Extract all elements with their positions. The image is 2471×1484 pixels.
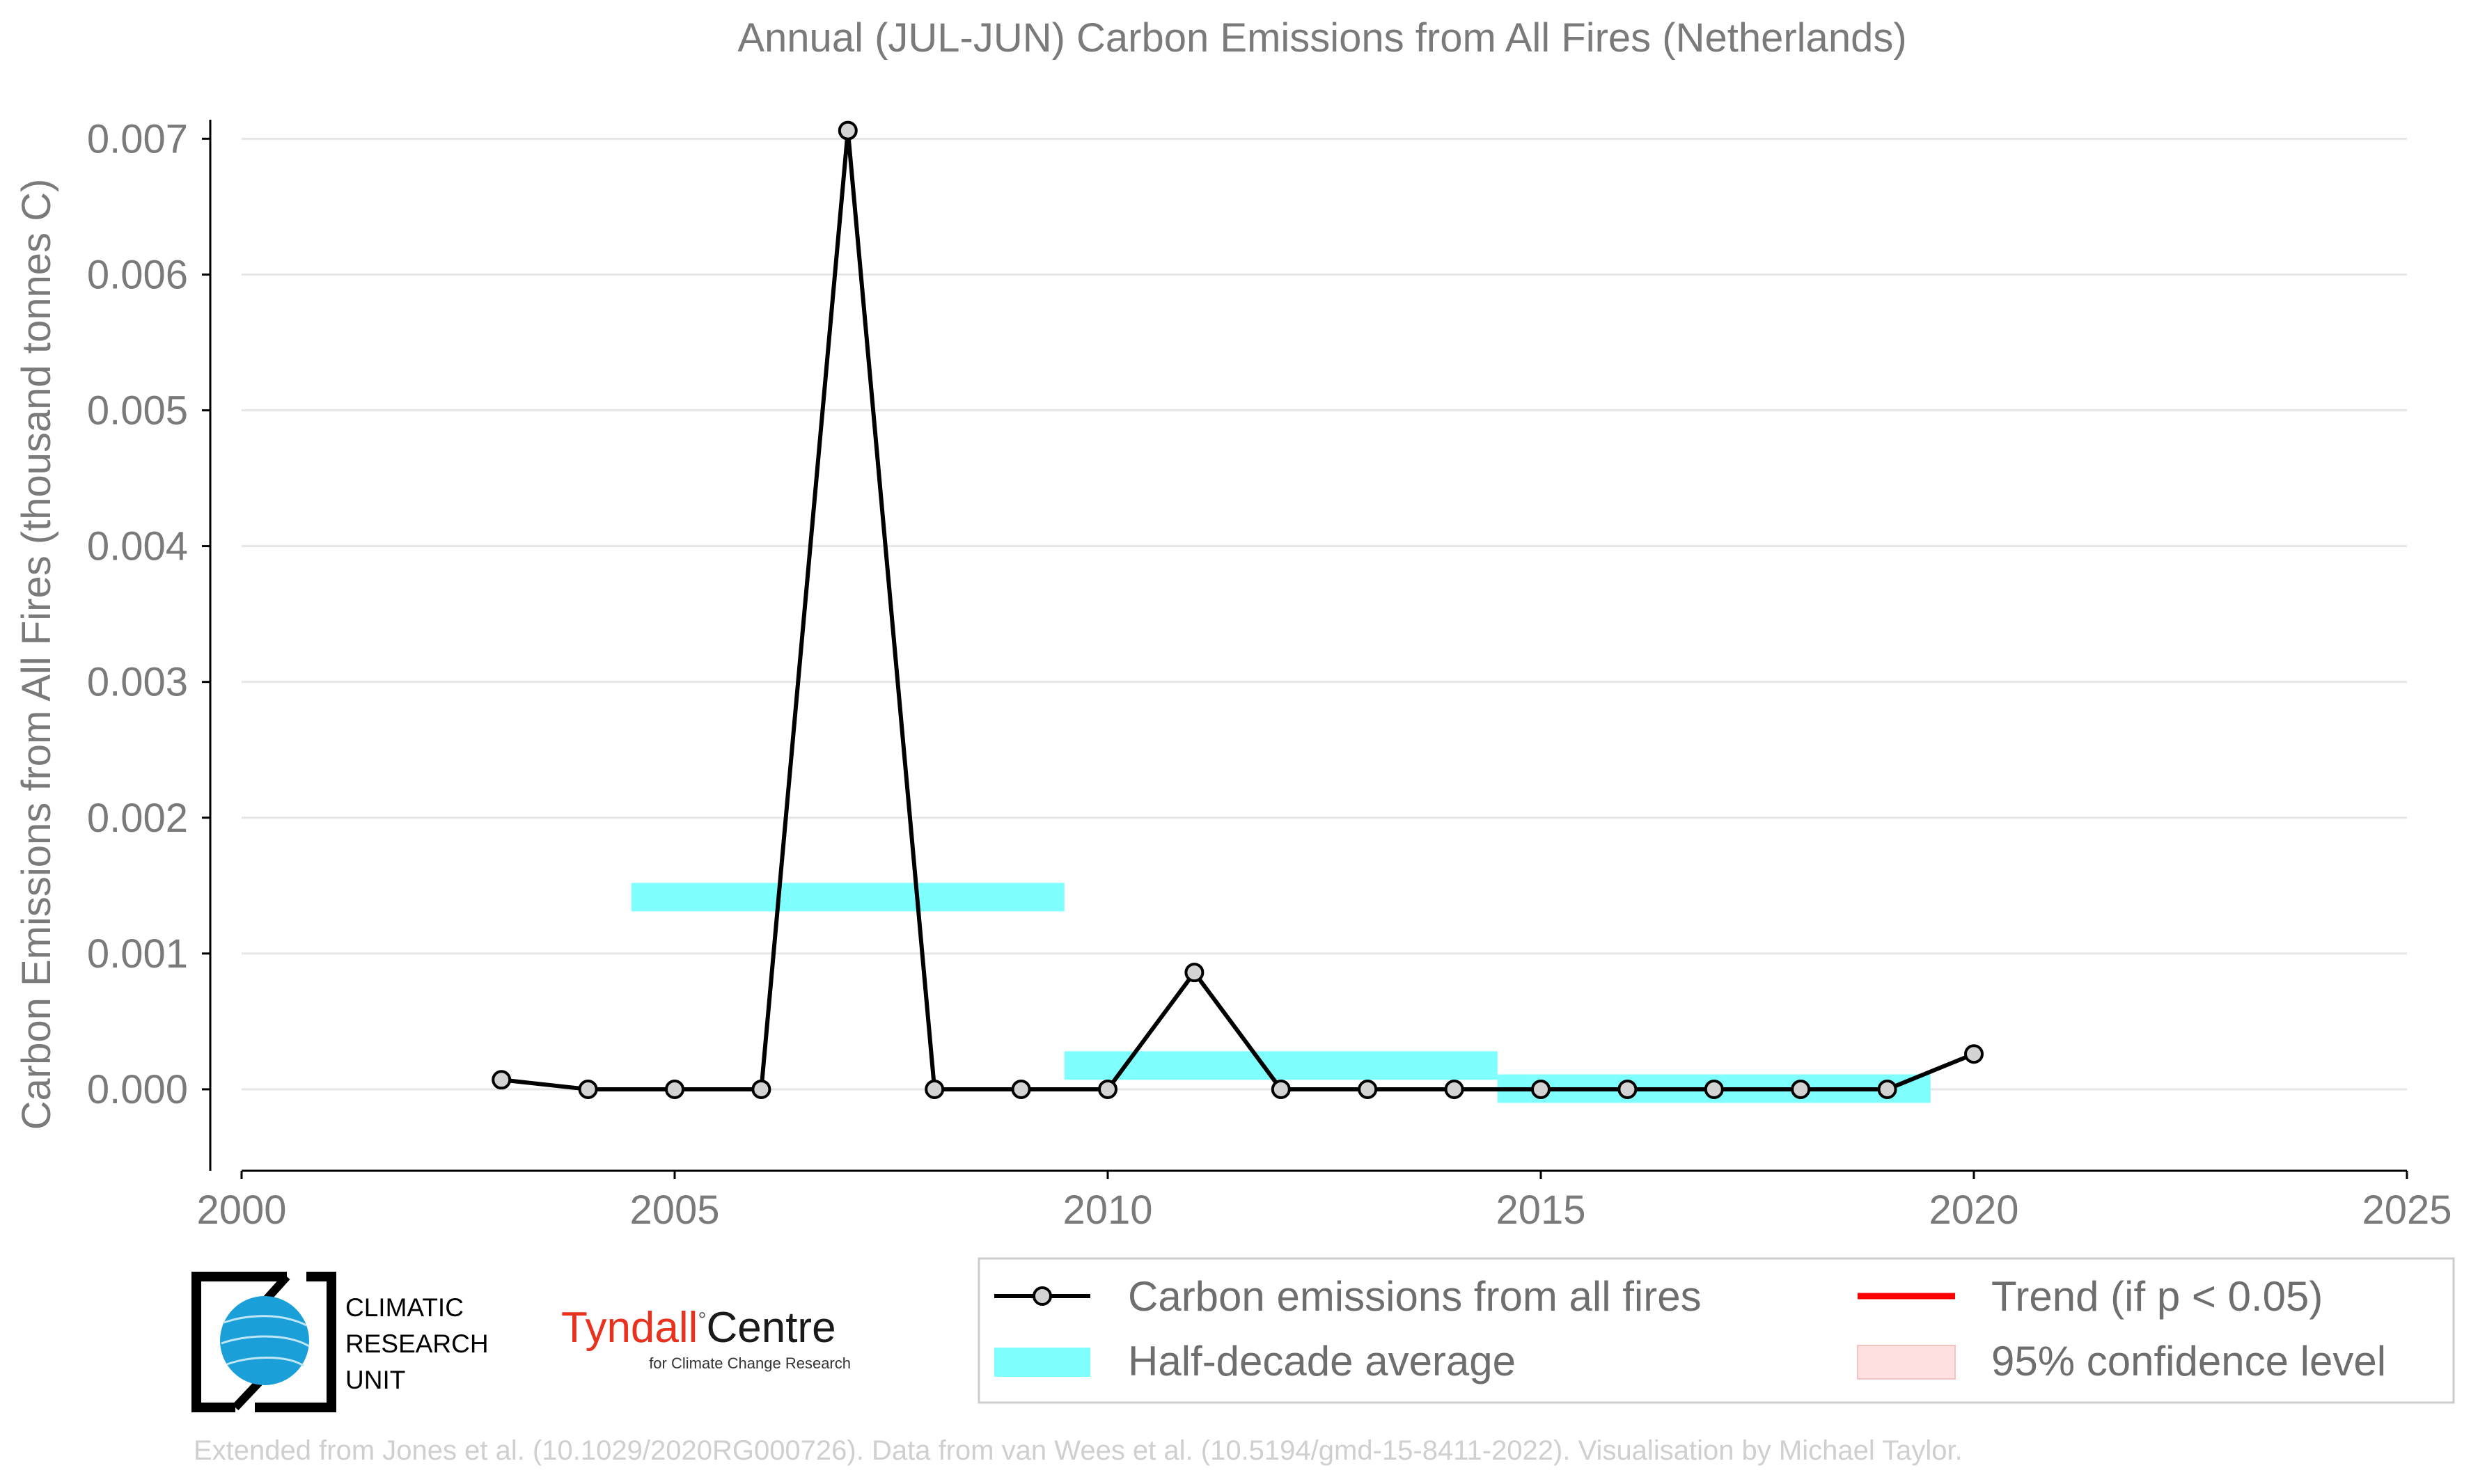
x-tick-label: 2020	[1929, 1187, 2018, 1233]
cru-logo: CLIMATIC RESEARCH UNIT	[191, 1272, 489, 1412]
data-point	[1011, 1079, 1031, 1099]
data-point	[1617, 1079, 1638, 1099]
half-decade-band	[1064, 1051, 1498, 1080]
x-tick-label: 2025	[2362, 1187, 2452, 1233]
data-point	[1704, 1079, 1724, 1099]
data-point	[665, 1079, 684, 1099]
x-tick-label: 2005	[629, 1187, 719, 1233]
data-point	[1358, 1079, 1378, 1099]
data-point	[1271, 1079, 1291, 1099]
y-tick-label: 0.003	[87, 660, 188, 705]
cru-logo-line1: CLIMATIC	[345, 1293, 464, 1322]
credit-line: Extended from Jones et al. (10.1029/2020…	[194, 1435, 1963, 1466]
y-tick-label: 0.005	[87, 388, 188, 433]
legend-swatch-confidence	[1857, 1345, 1956, 1380]
cru-logo-frame	[191, 1272, 336, 1412]
tyndall-logo-subtitle: for Climate Change Research	[649, 1355, 851, 1372]
x-tick-label: 2000	[196, 1187, 286, 1233]
data-point	[1098, 1079, 1117, 1099]
legend-label-half-decade: Half-decade average	[1128, 1338, 1516, 1384]
data-point	[1877, 1079, 1897, 1099]
data-point	[1791, 1079, 1811, 1099]
legend-label-confidence: 95% confidence level	[1991, 1338, 2386, 1384]
x-tick-label: 2010	[1062, 1187, 1152, 1233]
y-axis-label: Carbon Emissions from All Fires (thousan…	[14, 179, 59, 1130]
data-point	[492, 1070, 512, 1090]
x-ticks: 2000 2005 2010 2015 2020 2025	[196, 1171, 2452, 1233]
series-emissions	[492, 120, 1984, 1099]
data-point	[838, 120, 858, 141]
legend-label-trend: Trend (if p < 0.05)	[1991, 1273, 2323, 1320]
half-decade-band	[631, 883, 1065, 912]
legend-frame	[978, 1257, 2455, 1404]
legend: Carbon emissions from all fires Trend (i…	[978, 1257, 2455, 1404]
legend-swatch-half-decade	[994, 1348, 1090, 1377]
tyndall-logo-word2: Centre	[706, 1304, 836, 1352]
series-line	[501, 128, 1975, 1091]
half-decade-bands	[631, 883, 1931, 1103]
tyndall-logo-word1: Tyndall	[561, 1304, 698, 1352]
data-point	[1444, 1079, 1464, 1099]
y-tick-label: 0.000	[87, 1067, 188, 1112]
data-point	[578, 1079, 598, 1099]
x-tick-label: 2015	[1496, 1187, 1585, 1233]
y-tick-label: 0.007	[87, 116, 188, 161]
legend-label-emissions: Carbon emissions from all fires	[1128, 1273, 1702, 1320]
cru-logo-line2: RESEARCH	[345, 1329, 489, 1358]
data-point	[751, 1079, 771, 1099]
gridlines	[242, 137, 2407, 1091]
y-tick-label: 0.001	[87, 931, 188, 977]
y-ticks: 0.000 0.001 0.002 0.003 0.004 0.005 0.006 0.007	[87, 116, 210, 1112]
data-point	[1184, 963, 1205, 983]
tyndall-logo-name: Tyndall°Centre	[561, 1304, 836, 1352]
y-tick-label: 0.002	[87, 796, 188, 841]
y-tick-label: 0.004	[87, 524, 188, 569]
chart-title: Annual (JUL-JUN) Carbon Emissions from A…	[737, 15, 1906, 61]
data-point	[1964, 1044, 1984, 1064]
data-point	[1531, 1079, 1551, 1099]
tyndall-logo: Tyndall°Centre for Climate Change Resear…	[561, 1304, 851, 1372]
cru-logo-line3: UNIT	[345, 1366, 405, 1394]
globe-icon-lines	[221, 1315, 310, 1367]
axes	[209, 120, 2407, 1172]
data-point	[925, 1079, 945, 1099]
tyndall-logo-degree: °	[698, 1309, 706, 1332]
y-tick-label: 0.006	[87, 252, 188, 297]
legend-swatch-emissions-marker	[1033, 1286, 1052, 1306]
